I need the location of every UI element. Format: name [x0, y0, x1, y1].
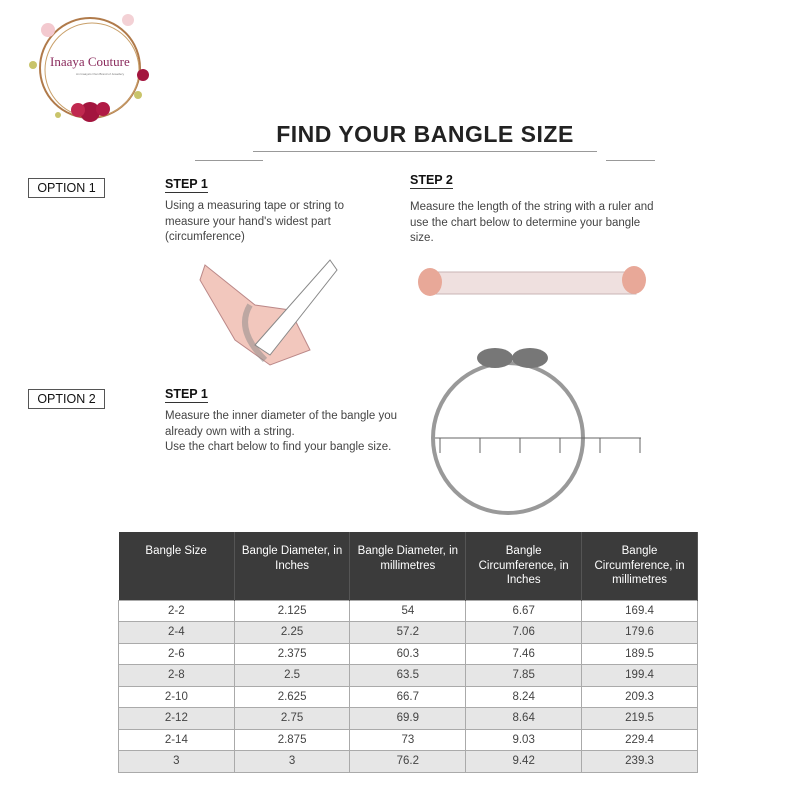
table-cell: 2-6 — [118, 642, 235, 665]
table-cell: 63.5 — [349, 664, 467, 687]
option-1-step-2-text: Measure the length of the string with a … — [410, 201, 654, 244]
option-2-step-1-text: Measure the inner diameter of the bangle… — [165, 409, 405, 456]
table-cell: 6.67 — [465, 599, 583, 622]
table-cell: 189.5 — [581, 642, 698, 665]
floral-wreath-icon — [29, 14, 149, 122]
table-row: 2-14 2.875 73 9.03 229.4 — [118, 728, 698, 751]
table-cell: 2-4 — [118, 621, 235, 644]
table-cell: 8.64 — [465, 707, 583, 730]
table-row: 2-6 2.375 60.3 7.46 189.5 — [118, 642, 698, 665]
table-cell: 60.3 — [349, 642, 467, 665]
column-header: Bangle Diameter, in millimetres — [349, 532, 467, 600]
table-cell: 2-14 — [118, 728, 235, 751]
table-cell: 199.4 — [581, 664, 698, 687]
column-header: Bangle Diameter, in Inches — [234, 532, 351, 600]
table-cell: 2.5 — [233, 664, 351, 687]
option-1-step-1-label: STEP 1 — [165, 177, 208, 193]
step-text-line: Measure the inner diameter of the bangle… — [165, 410, 398, 438]
table-cell: 229.4 — [581, 728, 698, 751]
table-cell: 2-8 — [118, 664, 235, 687]
table-cell: 54 — [349, 599, 467, 622]
table-cell: 219.5 — [581, 707, 698, 730]
table-row: 2-8 2.5 63.5 7.85 199.4 — [118, 664, 698, 687]
table-cell: 2.875 — [233, 728, 351, 751]
column-header: Bangle Size — [118, 532, 235, 600]
table-cell: 2.25 — [233, 621, 351, 644]
table-cell: 2.75 — [233, 707, 351, 730]
table-cell: 69.9 — [349, 707, 467, 730]
table-cell: 57.2 — [349, 621, 467, 644]
option-1-step-1-text: Using a measuring tape or string to meas… — [165, 200, 344, 243]
table-cell: 2-10 — [118, 685, 235, 708]
table-cell: 9.03 — [465, 728, 583, 751]
bangle-with-ruler-illustration — [431, 348, 641, 515]
table-cell: 3 — [118, 750, 235, 773]
column-header: Bangle Circumference, in millimetres — [581, 532, 698, 600]
option-2-step-1-label: STEP 1 — [165, 387, 208, 403]
table-row: 2-10 2.625 66.7 8.24 209.3 — [118, 685, 698, 708]
table-cell: 66.7 — [349, 685, 467, 708]
hand-measuring-illustration — [199, 259, 338, 366]
divider — [606, 160, 655, 161]
table-row: 2-12 2.75 69.9 8.64 219.5 — [118, 707, 698, 730]
table-row: 2-4 2.25 57.2 7.06 179.6 — [118, 621, 698, 644]
table-cell: 179.6 — [581, 621, 698, 644]
brand-name: Inaaya Couture — [50, 54, 130, 69]
table-cell: 3 — [233, 750, 351, 773]
option-1-step-2-label: STEP 2 — [410, 173, 453, 189]
table-cell: 7.46 — [465, 642, 583, 665]
table-cell: 7.06 — [465, 621, 583, 644]
table-cell: 2-2 — [118, 599, 235, 622]
option-2-label: OPTION 2 — [28, 389, 105, 409]
table-cell: 7.85 — [465, 664, 583, 687]
table-row: 2-2 2.125 54 6.67 169.4 — [118, 599, 698, 622]
table-cell: 76.2 — [349, 750, 467, 773]
table-cell: 73 — [349, 728, 467, 751]
table-cell: 9.42 — [465, 750, 583, 773]
brand-tagline: An Inaaya's Own Brand of Jewellery — [76, 72, 125, 76]
table-cell: 2.375 — [233, 642, 351, 665]
ruler-illustration — [418, 266, 646, 296]
table-cell: 239.3 — [581, 750, 698, 773]
step-text-line: Use the chart below to find your bangle … — [165, 441, 392, 453]
table-row: 3 3 76.2 9.42 239.3 — [118, 750, 698, 773]
bangle-size-table: Bangle Size Bangle Diameter, in Inches Ban… — [118, 532, 698, 773]
table-cell: 2-12 — [118, 707, 235, 730]
column-header: Bangle Circumference, in Inches — [465, 532, 583, 600]
table-cell: 2.125 — [233, 599, 351, 622]
divider — [253, 151, 597, 152]
option-1-label: OPTION 1 — [28, 178, 105, 198]
table-cell: 169.4 — [581, 599, 698, 622]
brand-logo: Inaaya Couture An Inaaya's Own Brand of … — [28, 10, 153, 128]
table-cell: 8.24 — [465, 685, 583, 708]
table-cell: 209.3 — [581, 685, 698, 708]
page-title: FIND YOUR BANGLE SIZE — [276, 121, 574, 147]
divider — [195, 160, 263, 161]
table-cell: 2.625 — [233, 685, 351, 708]
